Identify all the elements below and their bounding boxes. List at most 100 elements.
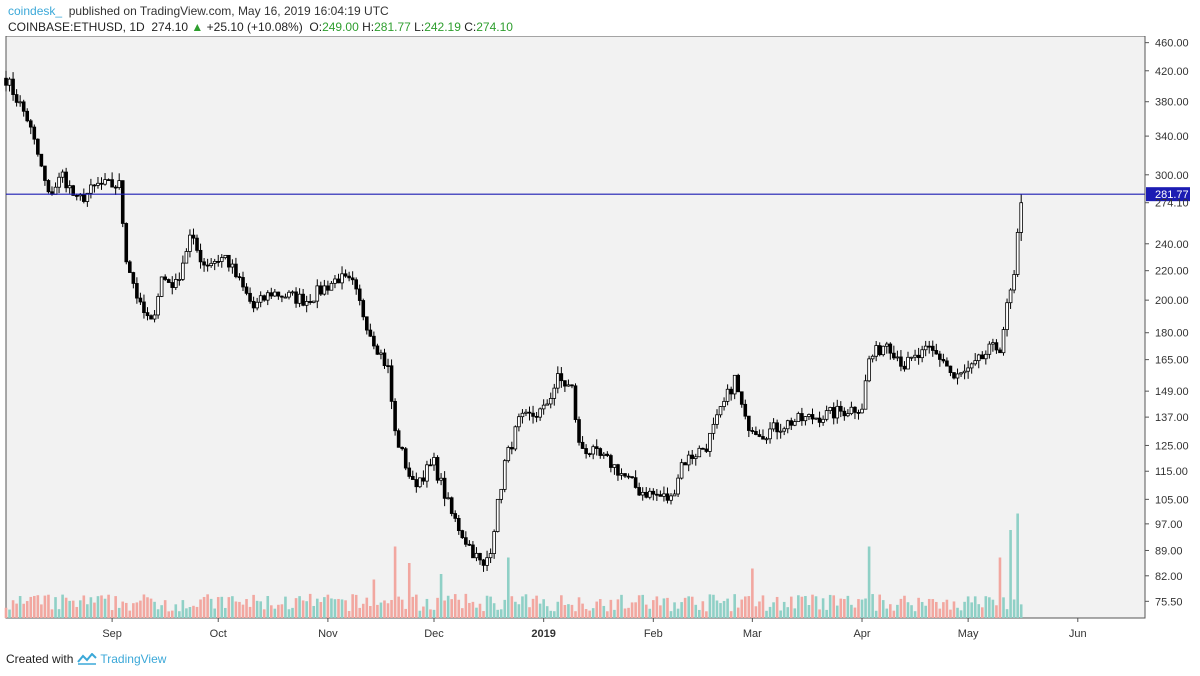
volume-bar	[206, 594, 209, 618]
open-value: 249.00	[322, 20, 359, 34]
volume-bar	[347, 611, 351, 618]
volume-bar	[365, 597, 369, 618]
volume-bar	[128, 610, 132, 618]
candle-down	[166, 279, 171, 283]
volume-bar	[743, 596, 747, 618]
candle-up	[311, 300, 316, 303]
candle-up	[474, 552, 479, 559]
price-axis[interactable]: 460.00 420.00 380.00 340.00 300.00 274.10 240.…	[1145, 38, 1189, 609]
candle-down	[747, 415, 751, 431]
candle-up	[923, 345, 928, 351]
volume-bar	[443, 600, 446, 618]
volume-bar	[906, 602, 910, 618]
volume-bar	[740, 599, 744, 618]
candle-up	[89, 184, 93, 194]
volume-bar	[630, 602, 634, 618]
close-value: 274.10	[476, 20, 513, 34]
candle-down	[244, 286, 249, 294]
volume-bar	[528, 607, 531, 618]
candle-down	[354, 279, 358, 290]
volume-bar	[202, 596, 206, 618]
volume-bar	[167, 611, 171, 618]
volume-bar	[970, 602, 973, 618]
candle-down	[361, 300, 366, 318]
volume-bar	[383, 600, 386, 618]
volume-bar	[340, 599, 344, 618]
volume-bar	[751, 568, 754, 618]
candle-up	[287, 291, 291, 298]
volume-bar	[280, 604, 284, 618]
candle-up	[976, 354, 981, 362]
volume-bar	[673, 602, 676, 618]
x-tick-label: 2019	[531, 628, 555, 640]
volume-bar	[956, 607, 959, 618]
volume-bar	[174, 604, 178, 618]
candle-down	[248, 292, 252, 302]
volume-bar	[1012, 599, 1016, 618]
candle-down	[191, 234, 196, 239]
volume-bar	[811, 594, 814, 618]
volume-bar	[25, 601, 29, 618]
candle-up	[601, 453, 606, 456]
candle-up	[304, 301, 309, 306]
candle-up	[425, 464, 429, 482]
volume-bar	[301, 600, 305, 618]
y-tick-label: 149.00	[1155, 386, 1189, 398]
candle-down	[930, 345, 935, 351]
volume-bar	[160, 605, 163, 618]
volume-bar	[78, 600, 82, 618]
candle-up	[718, 406, 723, 416]
candle-up	[867, 358, 871, 382]
candle-down	[754, 431, 758, 435]
volume-bar	[768, 606, 772, 618]
candle-up	[18, 101, 22, 104]
candle-down	[761, 436, 765, 440]
candle-down	[570, 384, 574, 387]
candle-up	[53, 186, 58, 195]
y-tick-label: 460.00	[1155, 38, 1189, 50]
volume-bar	[935, 601, 938, 618]
candle-down	[428, 464, 433, 467]
y-tick-label: 105.00	[1155, 494, 1189, 506]
candle-up	[959, 372, 963, 375]
candle-up	[103, 179, 107, 185]
candle-up	[1005, 302, 1009, 330]
time-axis[interactable]: Sep Oct Nov Dec 2019 Feb Mar Apr May Jun	[102, 618, 1087, 640]
volume-bar	[82, 595, 86, 618]
volume-bar	[291, 607, 294, 618]
candle-up	[715, 414, 719, 425]
volume-bar	[224, 607, 227, 618]
volume-bar	[853, 607, 857, 618]
volume-bar	[846, 595, 850, 618]
volume-bar	[453, 594, 457, 618]
candle-up	[181, 262, 185, 280]
volume-bar	[181, 600, 185, 618]
candle-down	[510, 447, 514, 450]
volume-bar	[124, 602, 128, 618]
candle-up	[297, 293, 302, 304]
y-tick-label: 137.00	[1155, 412, 1189, 424]
volume-bar	[390, 599, 393, 618]
volume-bar	[662, 598, 666, 618]
volume-bar	[93, 602, 96, 618]
candle-down	[234, 263, 238, 278]
candle-up	[1001, 329, 1006, 354]
plot-area[interactable]	[5, 36, 1146, 619]
volume-bar	[139, 600, 142, 618]
volume-bar	[255, 600, 259, 618]
volume-bar	[584, 609, 588, 618]
candle-down	[326, 285, 330, 291]
volume-bar	[942, 602, 945, 618]
candle-down	[421, 477, 426, 482]
candle-down	[559, 373, 564, 382]
author-link[interactable]: coindesk_	[8, 4, 63, 18]
volume-bar	[376, 604, 379, 618]
candle-down	[658, 494, 663, 497]
price-chart[interactable]: 281.77 460.00 420.00 380.00 340.00 300.00 274…	[0, 36, 1200, 646]
volume-bar	[15, 603, 18, 618]
candle-down	[853, 406, 857, 413]
volume-bar	[903, 595, 906, 618]
tradingview-logo[interactable]: TradingView	[77, 652, 166, 666]
volume-bar	[132, 603, 135, 618]
x-tick-label: Feb	[644, 628, 663, 640]
